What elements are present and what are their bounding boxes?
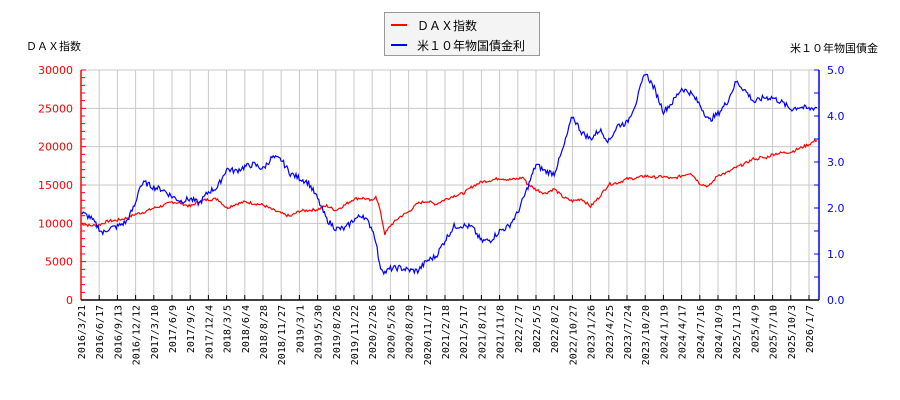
x-axis-tick-label: 2017/6/9 xyxy=(168,305,179,353)
legend-swatch-blue xyxy=(391,44,407,46)
left-axis-tick-label: 20000 xyxy=(38,141,73,154)
x-axis-tick-label: 2024/7/16 xyxy=(696,305,707,359)
legend-item-dax: ＤＡＸ指数 xyxy=(391,16,477,34)
x-axis-tick-labels: 2016/3/21 2016/6/17 2016/9/13 2016/12/12 201… xyxy=(77,305,816,365)
left-axis-tick-label: 25000 xyxy=(38,102,73,115)
x-axis-tick-label: 2021/11/8 xyxy=(496,305,507,359)
left-axis-tick-label: 5000 xyxy=(45,256,73,269)
x-axis-tick-label: 2022/8/2 xyxy=(550,305,561,353)
x-axis-tick-label: 2024/4/17 xyxy=(678,305,689,359)
x-axis-tick-label: 2020/8/20 xyxy=(405,305,416,359)
left-axis-tick-label: 30000 xyxy=(38,64,73,77)
x-axis-tick-label: 2021/8/12 xyxy=(477,305,488,359)
left-axis-title: ＤＡＸ指数 xyxy=(26,40,81,53)
right-axis-tick-label: 4.0 xyxy=(827,110,845,123)
x-axis-tick-label: 2017/9/5 xyxy=(186,305,197,353)
x-axis-tick-label: 2016/12/12 xyxy=(132,305,143,365)
axes: 0 5000 10000 15000 20000 25000 30000 0.0 1.0 2.0 3… xyxy=(38,64,845,307)
x-axis-tick-label: 2020/11/17 xyxy=(423,305,434,365)
left-axis-tick-label: 15000 xyxy=(38,179,73,192)
x-axis-tick-label: 2018/3/5 xyxy=(223,305,234,353)
x-axis-tick-label: 2019/11/22 xyxy=(350,305,361,365)
x-axis-tick-label: 2019/8/26 xyxy=(332,305,343,359)
right-axis-tick-label: 5.0 xyxy=(827,64,845,77)
x-axis-tick-label: 2020/5/26 xyxy=(386,305,397,359)
legend-label: ＤＡＸ指数 xyxy=(417,18,478,33)
right-axis-tick-label: 0.0 xyxy=(827,294,845,307)
x-axis-tick-label: 2022/10/27 xyxy=(568,305,579,365)
right-axis-tick-label: 2.0 xyxy=(827,202,845,215)
x-axis-tick-label: 2023/10/20 xyxy=(641,305,652,365)
x-axis-tick-label: 2021/5/17 xyxy=(459,305,470,359)
x-axis-tick-label: 2018/6/4 xyxy=(241,305,252,353)
x-axis-tick-label: 2025/10/3 xyxy=(787,305,798,359)
x-axis-tick-label: 2026/1/7 xyxy=(805,305,816,353)
dax-line xyxy=(80,138,818,236)
legend-swatch-red xyxy=(391,24,407,26)
x-axis-tick-label: 2016/6/17 xyxy=(95,305,106,359)
right-axis-tick-label: 3.0 xyxy=(827,156,845,169)
x-axis-tick-label: 2025/1/13 xyxy=(732,305,743,359)
x-axis-tick-label: 2025/7/10 xyxy=(769,305,780,359)
x-axis-tick-label: 2018/11/27 xyxy=(277,305,288,365)
x-axis-tick-label: 2024/1/19 xyxy=(659,305,670,359)
x-axis-tick-label: 2017/3/10 xyxy=(150,305,161,359)
left-axis-tick-label: 10000 xyxy=(38,217,73,230)
x-axis-tick-label: 2022/2/7 xyxy=(514,305,525,353)
x-axis-tick-label: 2025/4/9 xyxy=(750,305,761,353)
x-axis-tick-label: 2023/4/25 xyxy=(605,305,616,359)
x-axis-tick-label: 2023/1/26 xyxy=(587,305,598,359)
legend: ＤＡＸ指数 米１０年物国債金利 xyxy=(384,12,540,56)
legend-label: 米１０年物国債金利 xyxy=(417,38,526,53)
x-axis-tick-label: 2018/8/28 xyxy=(259,305,270,359)
x-axis-tick-label: 2024/10/9 xyxy=(714,305,725,359)
x-axis-tick-label: 2019/5/30 xyxy=(314,305,325,359)
x-axis-tick-label: 2016/3/21 xyxy=(77,305,88,359)
right-axis-tick-label: 1.0 xyxy=(827,248,845,261)
left-axis-tick-label: 0 xyxy=(66,294,73,307)
us10y-yield-line xyxy=(80,73,818,276)
data-series xyxy=(80,73,818,276)
x-axis-tick-label: 2016/9/13 xyxy=(113,305,124,359)
x-axis-tick-label: 2023/7/24 xyxy=(623,305,634,359)
x-axis-tick-label: 2022/5/5 xyxy=(532,305,543,353)
right-axis-title: 米１０年物国債金 xyxy=(790,42,878,55)
legend-item-us10y: 米１０年物国債金利 xyxy=(391,36,525,54)
x-axis-tick-label: 2019/3/1 xyxy=(295,305,306,353)
gridlines xyxy=(81,69,819,300)
x-axis-tick-label: 2020/2/26 xyxy=(368,305,379,359)
x-axis-tick-label: 2017/12/4 xyxy=(204,305,215,359)
x-axis-tick-label: 2021/2/18 xyxy=(441,305,452,359)
